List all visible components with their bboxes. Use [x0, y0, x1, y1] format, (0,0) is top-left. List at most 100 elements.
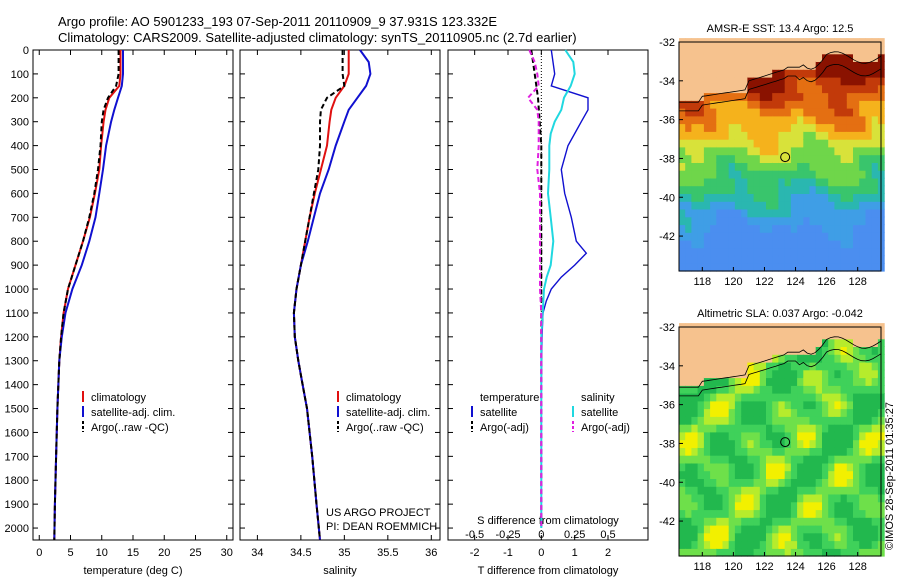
map-cell: [753, 493, 761, 503]
map-cell: [685, 108, 692, 117]
map-cell: [778, 247, 786, 257]
map-cell: [784, 247, 792, 257]
map-cell: [822, 385, 829, 394]
map-cell: [846, 115, 854, 125]
map-cell: [710, 524, 717, 534]
map-cell: [753, 486, 761, 495]
map-cell: [772, 532, 779, 542]
map-cell: [679, 45, 686, 55]
map-cell: [828, 416, 835, 425]
map-x-tick-label: 118: [694, 561, 712, 573]
map-cell: [728, 216, 736, 226]
map-cell: [784, 377, 792, 386]
map-cell: [716, 431, 724, 441]
map-cell: [722, 185, 730, 194]
map-cell: [790, 154, 798, 163]
map-cell: [685, 123, 692, 132]
map-cell: [853, 470, 860, 479]
map-cell: [853, 162, 860, 171]
map-cell: [703, 146, 711, 156]
map-cell: [859, 431, 866, 441]
map-cell: [685, 447, 692, 456]
map-cell: [834, 361, 842, 371]
map-cell: [722, 201, 730, 210]
map-cell: [803, 393, 811, 402]
map-cell: [840, 501, 848, 511]
map-cell: [790, 424, 798, 433]
map-cell: [728, 470, 736, 479]
map-cell: [865, 517, 873, 526]
map-cell: [809, 92, 817, 101]
map-cell: [759, 100, 767, 109]
map-cell: [728, 146, 736, 156]
map-cell: [716, 338, 724, 347]
map-cell: [797, 247, 804, 257]
map-cell: [803, 84, 811, 94]
map-cell: [716, 208, 724, 218]
map-cell: [697, 131, 705, 140]
map-cell: [766, 255, 773, 264]
map-cell: [834, 53, 842, 62]
map-cell: [784, 416, 792, 425]
map-cell: [759, 76, 767, 86]
map-cell: [846, 154, 854, 163]
map-cell: [815, 170, 823, 179]
map-cell: [747, 400, 755, 410]
map-cell: [679, 462, 686, 472]
map-cell: [728, 393, 736, 402]
map-cell: [759, 255, 767, 264]
map-cell: [741, 232, 748, 241]
map-cell: [741, 361, 748, 371]
map-cell: [803, 208, 811, 218]
map-cell: [753, 447, 761, 456]
map-cell: [815, 400, 823, 410]
map-cell: [871, 92, 879, 101]
map-cell: [822, 501, 829, 511]
map-cell: [679, 393, 686, 402]
map-cell: [703, 123, 711, 132]
map-cell: [703, 45, 711, 55]
map-cell: [778, 501, 786, 511]
map-cell: [734, 361, 742, 371]
map-cell: [722, 108, 730, 117]
map-cell: [722, 232, 730, 241]
map-cell: [834, 224, 842, 233]
depth-tick-label: 400: [11, 141, 29, 153]
map-cell: [691, 131, 699, 140]
map-cell: [828, 354, 835, 363]
map-cell: [741, 216, 748, 226]
map-cell: [815, 501, 823, 511]
map-cell: [722, 524, 730, 534]
map-cell: [728, 377, 736, 386]
map-cell: [840, 377, 848, 386]
depth-tick-label: 1400: [5, 380, 29, 392]
map-cell: [722, 501, 730, 511]
map-cell: [691, 369, 699, 379]
map-cell: [728, 108, 736, 117]
map-cell: [834, 424, 842, 433]
map-y-tick-label: -38: [659, 438, 675, 450]
map-cell: [691, 146, 699, 156]
map-cell: [753, 224, 761, 233]
map-cell: [766, 115, 773, 125]
map-cell: [784, 108, 792, 117]
map-cell: [710, 361, 717, 371]
map-cell: [722, 69, 730, 78]
map-cell: [766, 193, 773, 202]
map-cell: [828, 393, 835, 402]
map-cell: [778, 208, 786, 218]
map-cell: [865, 416, 873, 425]
map-cell: [685, 255, 692, 264]
map-cell: [797, 354, 804, 363]
map-cell: [679, 224, 686, 233]
map-cell: [797, 377, 804, 386]
map-cell: [822, 540, 829, 549]
map-cell: [710, 447, 717, 456]
map-cell: [685, 61, 692, 70]
map-cell: [697, 416, 705, 425]
map-cell: [865, 346, 873, 355]
map-cell: [822, 408, 829, 417]
figure-title-line1: Argo profile: AO 5901233_193 07-Sep-2011…: [58, 14, 497, 29]
map-cell: [753, 232, 761, 241]
map-cell: [859, 532, 866, 542]
